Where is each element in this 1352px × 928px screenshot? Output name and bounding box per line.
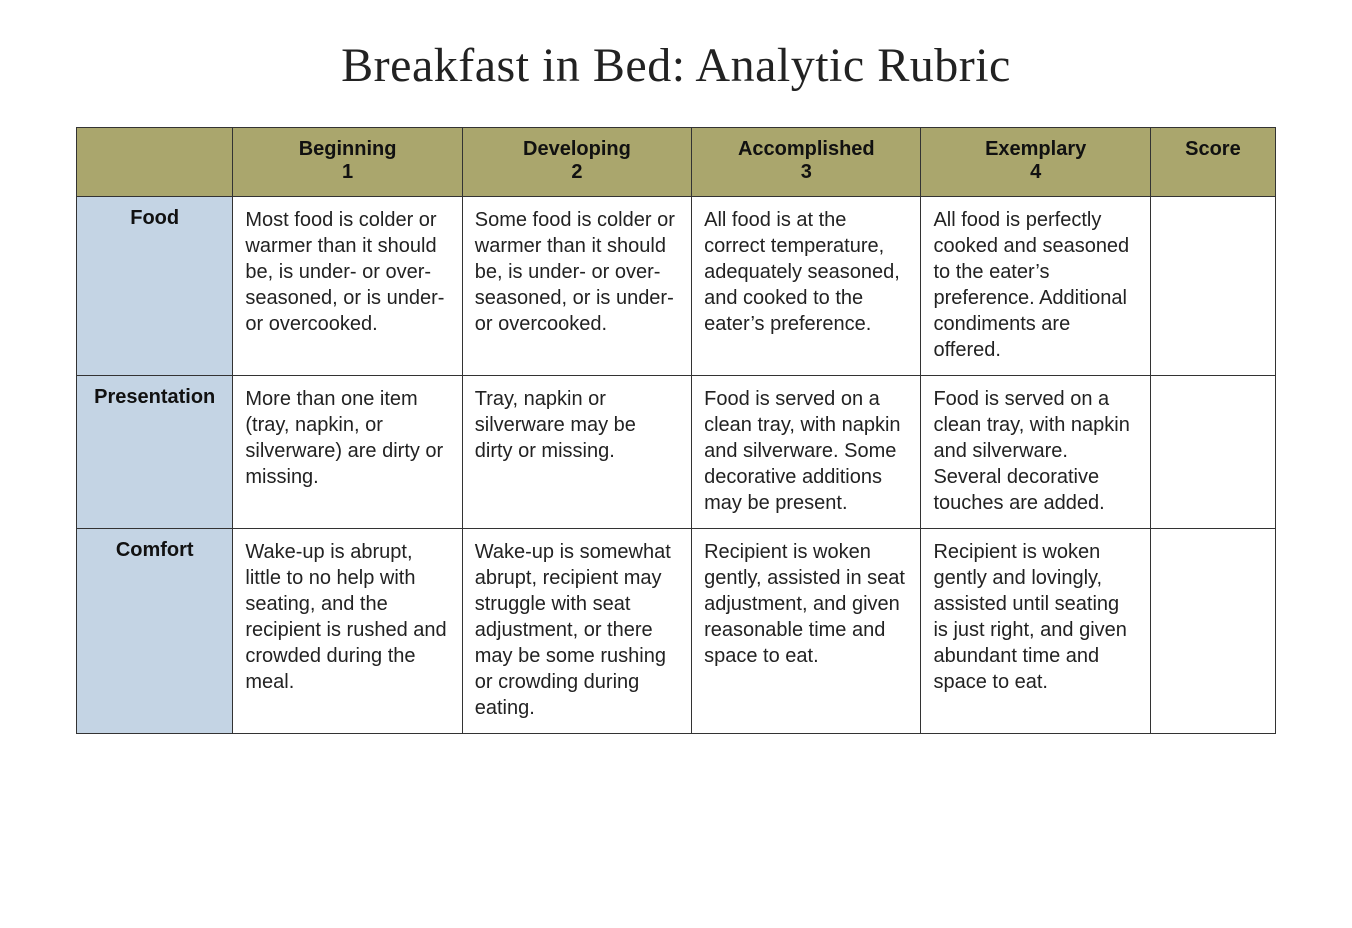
cell-food-4: All food is perfectly cooked and seasone… xyxy=(921,197,1150,376)
score-comfort xyxy=(1150,529,1275,734)
criterion-presentation: Presentation xyxy=(77,376,233,529)
table-row: Comfort Wake-up is abrupt, little to no … xyxy=(77,529,1276,734)
header-level-1: Beginning 1 xyxy=(233,128,462,197)
header-level-1-number: 1 xyxy=(245,161,449,184)
cell-comfort-2: Wake-up is somewhat abrupt, recipient ma… xyxy=(462,529,691,734)
header-level-4: Exemplary 4 xyxy=(921,128,1150,197)
header-level-4-number: 4 xyxy=(933,161,1137,184)
cell-food-1: Most food is colder or warmer than it sh… xyxy=(233,197,462,376)
header-blank-corner xyxy=(77,128,233,197)
header-level-3-label: Accomplished xyxy=(704,138,908,161)
cell-presentation-1: More than one item (tray, napkin, or sil… xyxy=(233,376,462,529)
header-level-2-number: 2 xyxy=(475,161,679,184)
score-food xyxy=(1150,197,1275,376)
criterion-comfort: Comfort xyxy=(77,529,233,734)
cell-comfort-4: Recipient is woken gently and lovingly, … xyxy=(921,529,1150,734)
table-row: Presentation More than one item (tray, n… xyxy=(77,376,1276,529)
cell-food-2: Some food is colder or warmer than it sh… xyxy=(462,197,691,376)
cell-comfort-3: Recipient is woken gently, assisted in s… xyxy=(692,529,921,734)
header-score: Score xyxy=(1150,128,1275,197)
header-level-3-number: 3 xyxy=(704,161,908,184)
cell-presentation-4: Food is served on a clean tray, with nap… xyxy=(921,376,1150,529)
rubric-table: Beginning 1 Developing 2 Accomplished 3 … xyxy=(76,127,1276,734)
header-level-2: Developing 2 xyxy=(462,128,691,197)
criterion-food: Food xyxy=(77,197,233,376)
cell-presentation-3: Food is served on a clean tray, with nap… xyxy=(692,376,921,529)
score-presentation xyxy=(1150,376,1275,529)
header-level-3: Accomplished 3 xyxy=(692,128,921,197)
header-level-4-label: Exemplary xyxy=(933,138,1137,161)
header-level-1-label: Beginning xyxy=(245,138,449,161)
header-level-2-label: Developing xyxy=(475,138,679,161)
cell-comfort-1: Wake-up is abrupt, little to no help wit… xyxy=(233,529,462,734)
page-title: Breakfast in Bed: Analytic Rubric xyxy=(0,38,1352,93)
cell-food-3: All food is at the correct temperature, … xyxy=(692,197,921,376)
table-row: Food Most food is colder or warmer than … xyxy=(77,197,1276,376)
rubric-page: Breakfast in Bed: Analytic Rubric Beginn… xyxy=(0,0,1352,928)
header-row: Beginning 1 Developing 2 Accomplished 3 … xyxy=(77,128,1276,197)
cell-presentation-2: Tray, napkin or silverware may be dirty … xyxy=(462,376,691,529)
